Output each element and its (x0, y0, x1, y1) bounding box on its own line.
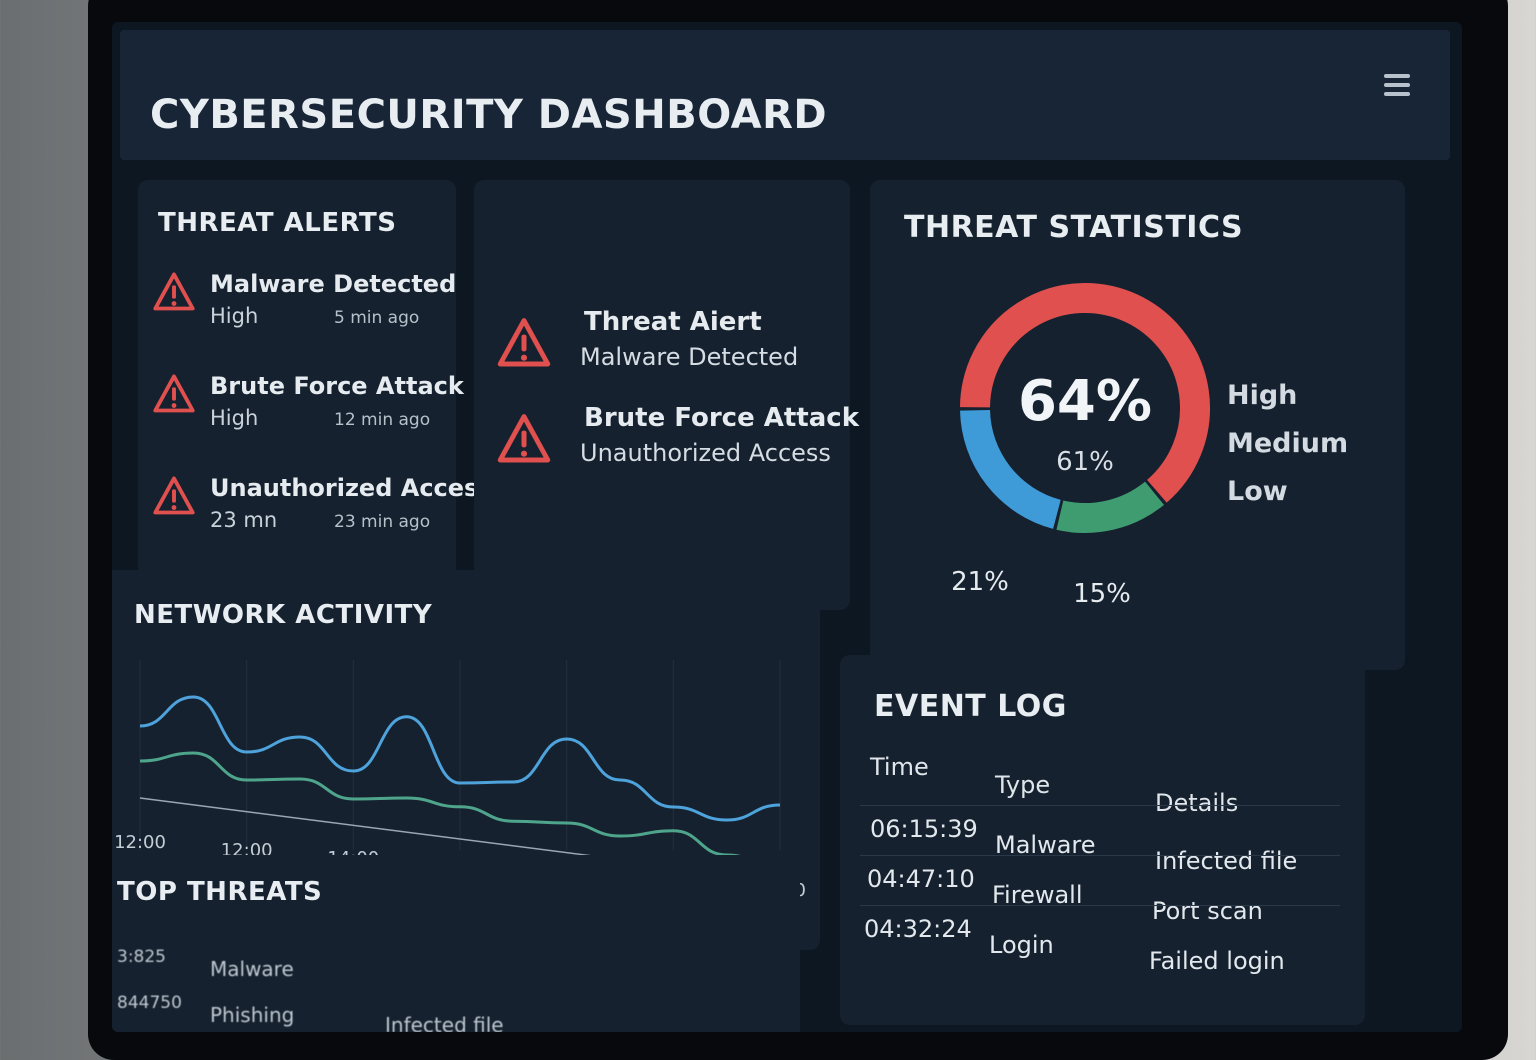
line-series (139, 695, 781, 822)
log-cell: Port scan (1152, 897, 1263, 925)
column-header: Type (995, 771, 1051, 799)
threat-cell: Malware (210, 957, 294, 981)
log-cell: 06:15:39 (870, 815, 978, 843)
log-cell: 04:32:24 (864, 915, 972, 943)
donut-chart: 64% 61% 21% 15% High Medium Low (951, 283, 1348, 609)
line-series (139, 751, 781, 870)
donut-sub-label: 61% (1056, 447, 1114, 477)
log-cell: Failed login (1149, 947, 1285, 975)
donut-segment (1056, 481, 1164, 533)
event-log-card: EVENT LOG Time Type Details 06:15:39 Malware… (840, 655, 1365, 1025)
log-cell: Infected file (1155, 847, 1298, 875)
warning-icon (497, 318, 551, 367)
card-title: EVENT LOG (874, 689, 1067, 724)
threat-statistics-card: THREAT STATISTICS 64% 61% 21% 15% High Medium… (870, 180, 1405, 670)
card-title: THREAT STATISTICS (904, 210, 1244, 245)
donut-segment (960, 409, 1062, 529)
segment-label: 21% (951, 567, 1009, 597)
warning-icon (497, 414, 551, 463)
header-bar: CYBERSECURITY DASHBOARD (120, 30, 1450, 160)
log-cell: Login (989, 931, 1054, 959)
menu-icon[interactable] (1382, 72, 1412, 98)
alert-time: 23 min ago (334, 512, 431, 532)
alert-title: Threat Aiert (584, 307, 762, 337)
alert-severity: High (210, 406, 259, 430)
threat-cell: 3:825 (117, 947, 166, 967)
top-threats-card: TOP THREATS 3:825 Malware 844750 Phishing In… (112, 855, 800, 1032)
log-cell: Malware (995, 831, 1096, 859)
threat-cell: 844750 (117, 993, 182, 1013)
dashboard-title: CYBERSECURITY DASHBOARD (150, 92, 828, 138)
column-header: Time (870, 753, 929, 781)
threat-cell: Phishing (210, 1003, 295, 1027)
threat-cell: Infected file (385, 1013, 504, 1032)
warning-icon (153, 272, 195, 311)
alert-time: 12 min ago (334, 410, 431, 430)
card-title: THREAT ALERTS (158, 208, 397, 238)
donut-segment (960, 283, 1210, 503)
donut-center-value: 64% (1018, 369, 1152, 434)
legend-label: High (1227, 380, 1297, 411)
warning-icon (153, 374, 195, 413)
alert-subtitle: Malware Detected (580, 343, 799, 371)
legend-label: Medium (1227, 428, 1348, 459)
threat-alerts-card: THREAT ALERTS Malware Detected High 5 min … (138, 180, 493, 580)
card-title: NETWORK ACTIVITY (134, 600, 433, 630)
log-cell: 04:47:10 (867, 865, 975, 893)
alert-title: Brute Force Attack (210, 372, 464, 400)
card-title: TOP THREATS (117, 877, 323, 907)
alert-panel-card: Threat Aiert Malware Detected Brute Force … (474, 180, 859, 610)
x-tick-label: 12:00 (114, 832, 166, 853)
row-divider (860, 855, 1340, 856)
screen: CYBERSECURITY DASHBOARD THREAT ALERTS Ma… (112, 22, 1462, 1032)
alert-subtitle: Unauthorized Access (580, 439, 831, 467)
column-header: Details (1155, 789, 1239, 817)
alert-title: Malware Detected (210, 270, 457, 298)
log-cell: Firewall (992, 881, 1083, 909)
row-divider (860, 805, 1340, 806)
alert-severity: 23 mn (210, 508, 278, 532)
alert-severity: High (210, 304, 259, 328)
alert-time: 5 min ago (334, 308, 420, 328)
legend-label: Low (1227, 476, 1288, 507)
alert-title: Brute Force Attack (584, 403, 859, 433)
segment-label: 15% (1073, 579, 1131, 609)
alert-title: Unauthorized Access (210, 474, 493, 502)
warning-icon (153, 476, 195, 515)
row-divider (860, 905, 1340, 906)
